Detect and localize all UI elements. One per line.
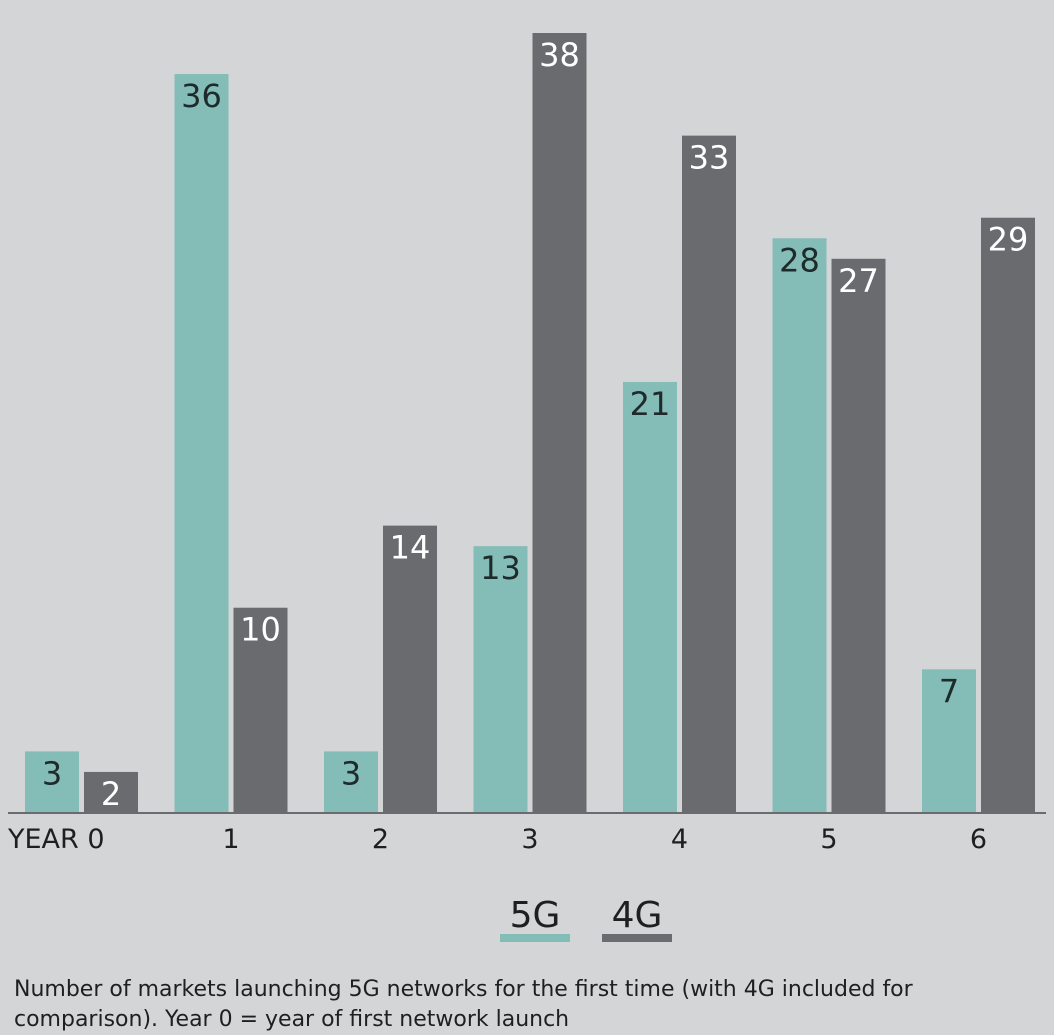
data-label-4g-3: 38 bbox=[539, 36, 580, 74]
bar-5g-5 bbox=[772, 238, 827, 813]
data-label-5g-4: 21 bbox=[630, 385, 671, 423]
bar-4g-3 bbox=[532, 33, 587, 813]
bar-4g-1 bbox=[233, 607, 288, 813]
data-label-4g-1: 10 bbox=[240, 611, 281, 649]
legend-label-4g: 4G bbox=[612, 895, 663, 936]
bar-5g-6 bbox=[922, 669, 976, 813]
x-tick-label-0: YEAR 0 bbox=[7, 824, 105, 855]
data-label-4g-6: 29 bbox=[988, 221, 1029, 259]
x-tick-label-2: 2 bbox=[372, 824, 389, 855]
data-label-5g-1: 36 bbox=[181, 77, 222, 115]
data-label-4g-4: 33 bbox=[689, 139, 730, 177]
bar-5g-4 bbox=[623, 381, 677, 813]
bar-4g-5 bbox=[831, 258, 886, 814]
bar-4g-2 bbox=[383, 525, 437, 813]
data-label-5g-6: 7 bbox=[939, 672, 959, 710]
bar-5g-3 bbox=[473, 546, 528, 813]
x-tick-labels: YEAR 0 1 2 3 4 5 6 bbox=[7, 824, 987, 855]
legend-swatch-5g bbox=[500, 934, 570, 942]
data-label-4g-5: 27 bbox=[838, 262, 879, 300]
data-label-4g-2: 14 bbox=[390, 529, 431, 567]
data-label-5g-3: 13 bbox=[480, 549, 521, 587]
legend-label-5g: 5G bbox=[510, 895, 561, 936]
bars-layer: 3 2 36 10 3 14 13 38 21 33 28 27 7 29 bbox=[25, 33, 1035, 814]
x-tick-label-4: 4 bbox=[671, 824, 688, 855]
data-label-5g-5: 28 bbox=[779, 241, 820, 279]
bar-chart: 3 2 36 10 3 14 13 38 21 33 28 27 7 29 YEAR 0 1 2 3 4 5 6 5G… bbox=[7, 33, 1046, 942]
data-label-5g-0: 3 bbox=[42, 754, 62, 792]
bar-4g-4 bbox=[682, 135, 736, 813]
x-tick-label-6: 6 bbox=[970, 824, 987, 855]
bar-5g-0 bbox=[25, 751, 79, 813]
chart-caption: Number of markets launching 5G networks … bbox=[14, 977, 913, 1032]
bar-5g-2 bbox=[324, 751, 378, 813]
data-label-4g-0: 2 bbox=[101, 775, 121, 813]
legend-swatch-4g bbox=[602, 934, 672, 942]
x-tick-label-1: 1 bbox=[222, 824, 239, 855]
x-tick-label-5: 5 bbox=[820, 824, 837, 855]
x-tick-label-3: 3 bbox=[521, 824, 538, 855]
bar-4g-6 bbox=[981, 217, 1035, 814]
legend: 5G 4G bbox=[500, 895, 672, 942]
data-label-5g-2: 3 bbox=[341, 754, 361, 792]
bar-5g-1 bbox=[174, 74, 229, 814]
bar-4g-0 bbox=[84, 771, 138, 813]
